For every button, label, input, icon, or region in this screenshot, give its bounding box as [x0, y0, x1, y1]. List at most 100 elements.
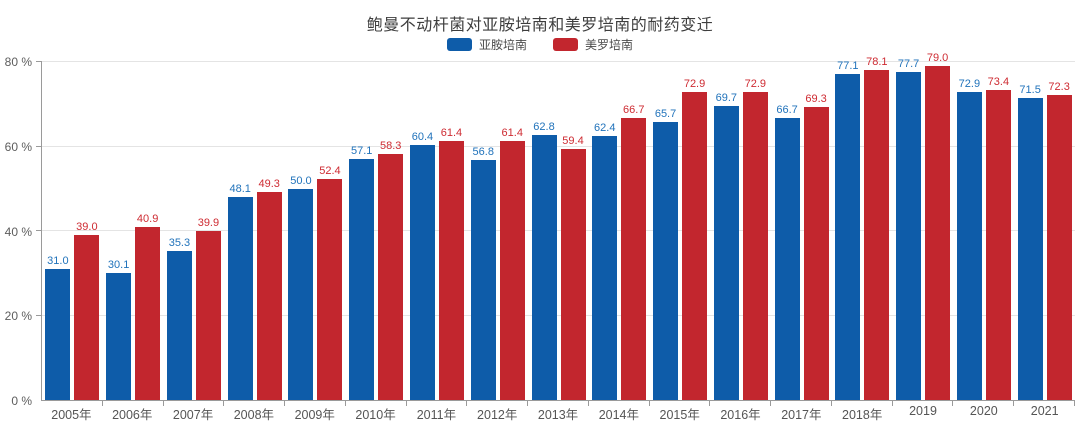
- x-axis-label: 2009年: [294, 408, 335, 422]
- bar-meropenem: 72.9: [682, 78, 708, 400]
- bar-imipenem: 72.9: [956, 78, 982, 400]
- bar-value-label: 60.4: [411, 130, 434, 143]
- bar-value-label: 30.1: [107, 258, 130, 271]
- bar-value-label: 31.0: [47, 255, 69, 268]
- bar-group-2020: 72.9 73.4: [953, 62, 1014, 400]
- x-axis-label: 2019: [909, 404, 937, 418]
- bar-value-label: 62.4: [594, 122, 616, 135]
- bar-value-label: 40.9: [136, 213, 159, 226]
- bar-imipenem: 69.7: [713, 92, 739, 400]
- y-axis-tick-label: 40 %: [4, 224, 32, 239]
- bar-value-label: 69.7: [715, 91, 738, 104]
- bar-value-label: 39.0: [76, 221, 98, 234]
- bar-value-label: 72.9: [683, 78, 706, 90]
- x-axis-label: 2008年: [233, 408, 275, 422]
- legend-swatch-icon: [553, 38, 578, 51]
- x-axis-label: 2018年: [842, 408, 883, 422]
- bar-imipenem: 50.0: [288, 175, 314, 400]
- bar-meropenem: 59.4: [560, 135, 586, 400]
- bar-meropenem: 72.3: [1046, 81, 1072, 400]
- bar-value-label: 66.7: [623, 104, 645, 117]
- bar-imipenem: 60.4: [409, 131, 435, 400]
- x-axis-tick: [223, 401, 225, 406]
- legend-item-imipenem[interactable]: 亚胺培南: [446, 36, 527, 53]
- bar-meropenem: 79.0: [925, 52, 951, 400]
- bar-meropenem: 72.9: [742, 78, 768, 400]
- bar-value-label: 61.4: [501, 126, 523, 139]
- bar-value-label: 52.4: [319, 164, 341, 177]
- bar-group-2011年: 60.4 61.4: [407, 62, 468, 400]
- bar-imipenem: 31.0: [45, 255, 71, 400]
- y-axis-tick: [36, 314, 42, 316]
- bar-imipenem: 57.1: [349, 145, 375, 400]
- bar-value-label: 59.4: [562, 135, 584, 148]
- x-axis-label: 2012年: [477, 408, 518, 422]
- bar-meropenem: 61.4: [499, 127, 525, 400]
- bar-value-label: 58.3: [379, 139, 402, 152]
- x-axis-label: 2020: [969, 404, 998, 418]
- bar-group-2015年: 65.7 72.9: [650, 62, 711, 400]
- legend: 亚胺培南 美罗培南: [0, 36, 1080, 53]
- y-axis-tick: [36, 61, 42, 62]
- x-axis-tick: [830, 401, 832, 406]
- plot-area: 31.0 39.0 30.1 40.9 35.3 39.9 48.1 49.3 50.0 52.4…: [36, 52, 1075, 406]
- legend-item-meropenem[interactable]: 美罗培南: [553, 36, 633, 53]
- bar-group-2013年: 62.8 59.4: [528, 62, 589, 400]
- bar-meropenem: 73.4: [985, 76, 1011, 400]
- bar-meropenem: 49.3: [256, 178, 282, 400]
- bar-meropenem: 39.9: [195, 217, 221, 400]
- x-axis-tick: [1074, 401, 1075, 406]
- legend-label: 美罗培南: [585, 38, 634, 52]
- x-axis-labels: 2005年 2006年 2007年 2008年 2009年 2010年 2011年 2012年…: [41, 404, 1075, 423]
- bar-value-label: 61.4: [440, 126, 463, 139]
- bar-meropenem: 78.1: [864, 56, 890, 400]
- bar-value-label: 72.3: [1048, 80, 1070, 93]
- x-axis-tick: [101, 401, 103, 406]
- bar-value-label: 72.9: [744, 78, 767, 90]
- bar-value-label: 49.3: [258, 177, 280, 190]
- x-axis-tick: [891, 401, 893, 406]
- x-axis-tick: [770, 401, 772, 406]
- bar-group-2010年: 57.1 58.3: [346, 62, 407, 400]
- x-axis-label: 2015年: [659, 408, 700, 422]
- x-axis-label: 2021: [1030, 404, 1059, 418]
- x-axis-label: 2014年: [598, 408, 640, 422]
- x-axis-tick: [405, 401, 407, 406]
- bar-meropenem: 69.3: [803, 93, 829, 400]
- bar-imipenem: 30.1: [106, 259, 132, 400]
- y-axis-labels: 0 % 20 % 40 % 60 % 80 %: [0, 55, 35, 408]
- bar-value-label: 69.3: [805, 93, 827, 106]
- legend-label: 亚胺培南: [478, 38, 527, 52]
- bar-value-label: 71.5: [1019, 83, 1041, 96]
- x-axis-label: 2017年: [781, 408, 822, 422]
- x-axis-tick: [284, 401, 286, 406]
- bar-group-2021: 71.5 72.3: [1014, 62, 1075, 400]
- bar-group-2012年: 56.8 61.4: [467, 62, 528, 400]
- bar-value-label: 50.0: [290, 174, 312, 187]
- x-axis-label: 2013年: [537, 408, 579, 422]
- y-axis-tick-label: 20 %: [4, 309, 32, 324]
- bar-value-label: 78.1: [866, 56, 888, 69]
- x-axis-tick: [1013, 401, 1015, 406]
- bar-value-label: 79.0: [926, 52, 949, 65]
- y-axis-tick-label: 0 %: [11, 394, 32, 408]
- bar-value-label: 66.7: [776, 104, 798, 117]
- gridline-80: [42, 61, 1075, 62]
- bar-group-2018年: 77.1 78.1: [832, 56, 893, 400]
- x-axis-label: 2007年: [172, 408, 214, 422]
- bar-value-label: 77.7: [897, 57, 920, 70]
- bar-value-label: 65.7: [654, 108, 677, 121]
- bar-value-label: 77.1: [837, 60, 859, 73]
- bar-imipenem: 62.8: [531, 121, 557, 400]
- bar-group-2007年: 35.3 39.9: [164, 62, 225, 400]
- x-axis-label: 2011年: [416, 408, 457, 422]
- y-axis-tick: [36, 145, 42, 147]
- bar-meropenem: 61.4: [438, 127, 464, 400]
- bar-group-2017年: 66.7 69.3: [771, 62, 832, 400]
- bar-imipenem: 65.7: [653, 108, 679, 400]
- bar-value-label: 39.9: [197, 217, 220, 230]
- bar-value-label: 35.3: [168, 236, 191, 249]
- gridline-40: [42, 230, 1075, 231]
- bar-imipenem: 48.1: [227, 183, 253, 400]
